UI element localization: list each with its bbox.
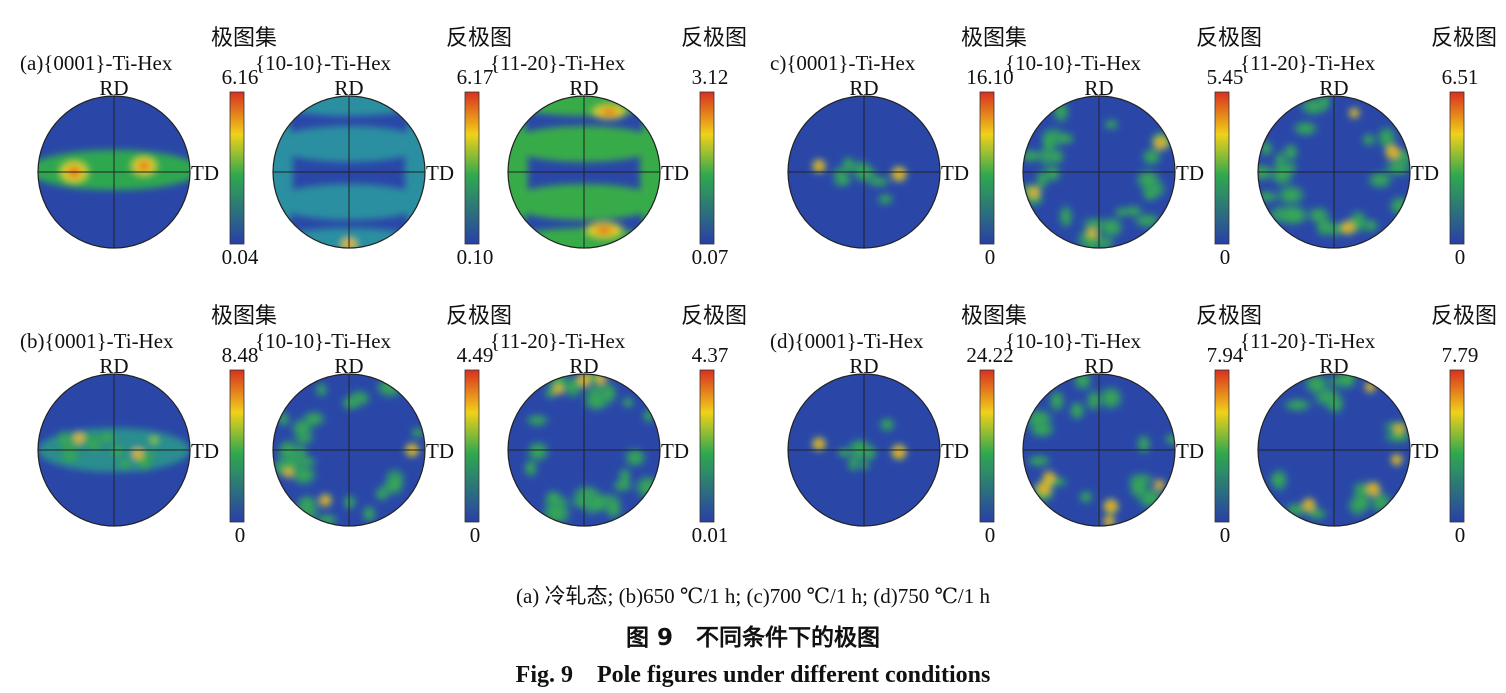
td-axis-label: TD — [941, 439, 969, 463]
td-axis-label: TD — [191, 161, 219, 185]
figure-title: (d){0001}-Ti-Hex — [770, 329, 924, 353]
figure-conditions-caption: (a) 冷轧态; (b)650 ℃/1 h; (c)700 ℃/1 h; (d)… — [515, 584, 991, 608]
colorbar-max-label: 6.17 — [457, 65, 494, 89]
figure-type-label: 反极图 — [1431, 26, 1497, 51]
colorbar-max-label: 4.49 — [457, 343, 494, 367]
colorbar-min-label: 0 — [985, 523, 996, 547]
colorbar — [1449, 369, 1465, 523]
colorbar-min-label: 0 — [985, 245, 996, 269]
colorbar-min-label: 0 — [1455, 245, 1466, 269]
colorbar-min-label: 0.04 — [222, 245, 259, 269]
figure-type-label: 反极图 — [446, 304, 512, 329]
figure-type-label: 反极图 — [681, 304, 747, 329]
colorbar-max-label: 6.51 — [1442, 65, 1479, 89]
figure-type-label: 极图集 — [961, 304, 1027, 329]
figure-title: {10-10}-Ti-Hex — [1005, 329, 1142, 353]
td-axis-label: TD — [426, 439, 454, 463]
colorbar-max-label: 7.79 — [1442, 343, 1479, 367]
figure-type-label: 反极图 — [1196, 26, 1262, 51]
td-axis-label: TD — [661, 161, 689, 185]
figure-title: {11-20}-Ti-Hex — [490, 329, 626, 353]
colorbar — [1214, 91, 1230, 245]
colorbar-max-label: 6.16 — [222, 65, 259, 89]
colorbar — [979, 369, 995, 523]
figure-type-label: 极图集 — [211, 26, 277, 51]
colorbar — [979, 91, 995, 245]
colorbar-min-label: 0 — [1220, 245, 1231, 269]
colorbar-min-label: 0 — [1455, 523, 1466, 547]
td-axis-label: TD — [1411, 439, 1439, 463]
colorbar-max-label: 8.48 — [222, 343, 259, 367]
figure-title: {10-10}-Ti-Hex — [255, 51, 392, 75]
colorbar-min-label: 0.07 — [692, 245, 729, 269]
pole-disc — [1258, 96, 1410, 248]
figure-title-cn: 图 9 不同条件下的极图 — [625, 625, 880, 651]
colorbar-min-label: 0.01 — [692, 523, 729, 547]
figure-type-label: 反极图 — [446, 26, 512, 51]
colorbar — [464, 91, 480, 245]
figure-title: c){0001}-Ti-Hex — [770, 51, 916, 75]
colorbar — [1214, 369, 1230, 523]
colorbar — [229, 91, 245, 245]
figure-type-label: 反极图 — [1431, 304, 1497, 329]
figure-title: {10-10}-Ti-Hex — [1005, 51, 1142, 75]
pole-disc — [1258, 374, 1410, 526]
td-axis-label: TD — [426, 161, 454, 185]
colorbar-max-label: 16.10 — [966, 65, 1013, 89]
figure-type-label: 反极图 — [1196, 304, 1262, 329]
figure-type-label: 极图集 — [211, 304, 277, 329]
colorbar-min-label: 0 — [235, 523, 246, 547]
td-axis-label: TD — [941, 161, 969, 185]
colorbar-max-label: 7.94 — [1207, 343, 1244, 367]
figure-title: {11-20}-Ti-Hex — [1240, 329, 1376, 353]
td-axis-label: TD — [191, 439, 219, 463]
pole-disc — [1023, 96, 1175, 248]
figure-title-en: Fig. 9 Pole figures under different cond… — [515, 662, 991, 688]
td-axis-label: TD — [661, 439, 689, 463]
td-axis-label: TD — [1176, 439, 1204, 463]
pole-figure-grid: 极图集(a){0001}-Ti-HexRDTD6.160.04反极图{10-10… — [20, 26, 1497, 547]
figure-title: {11-20}-Ti-Hex — [1240, 51, 1376, 75]
figure-title: {10-10}-Ti-Hex — [255, 329, 392, 353]
colorbar-max-label: 5.45 — [1207, 65, 1244, 89]
colorbar — [1449, 91, 1465, 245]
colorbar-min-label: 0 — [1220, 523, 1231, 547]
colorbar — [699, 91, 715, 245]
colorbar-min-label: 0.10 — [457, 245, 494, 269]
figure-type-label: 反极图 — [681, 26, 747, 51]
figure-title: (a){0001}-Ti-Hex — [20, 51, 173, 75]
colorbar-max-label: 3.12 — [692, 65, 729, 89]
td-axis-label: TD — [1176, 161, 1204, 185]
td-axis-label: TD — [1411, 161, 1439, 185]
colorbar — [699, 369, 715, 523]
figure-title: (b){0001}-Ti-Hex — [20, 329, 174, 353]
colorbar — [229, 369, 245, 523]
colorbar-min-label: 0 — [470, 523, 481, 547]
colorbar-max-label: 4.37 — [692, 343, 729, 367]
colorbar-max-label: 24.22 — [966, 343, 1013, 367]
colorbar — [464, 369, 480, 523]
figure-title: {11-20}-Ti-Hex — [490, 51, 626, 75]
figure-type-label: 极图集 — [961, 26, 1027, 51]
